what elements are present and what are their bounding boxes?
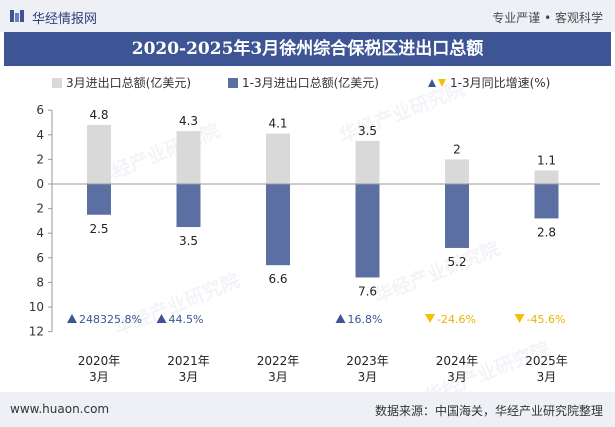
- x-tick-label-month-2: 3月: [179, 370, 199, 384]
- x-tick-label-year-2: 2021年: [167, 354, 210, 368]
- bar-march-total-6: [534, 170, 559, 184]
- legend-label-growth: 1-3月同比增速(%): [450, 76, 550, 90]
- bar-label-cumulative-1: 2.5: [89, 222, 108, 236]
- y-tick-label: 8: [36, 275, 44, 289]
- bar-label-march-total-5: 2: [453, 142, 461, 156]
- bar-cumulative-2: [176, 184, 201, 228]
- growth-label-6: -45.6%: [527, 313, 566, 326]
- x-tick-label-month-5: 3月: [447, 370, 467, 384]
- bar-label-march-total-6: 1.1: [537, 153, 556, 167]
- bar-march-total-1: [87, 124, 111, 184]
- bar-label-cumulative-6: 2.8: [537, 225, 556, 239]
- growth-down-triangle-icon-5: [425, 314, 435, 323]
- legend-label-cumulative: 1-3月进出口总额(亿美元): [242, 75, 379, 90]
- title-bar: 2020-2025年3月徐州综合保税区进出口总额: [4, 32, 611, 66]
- growth-up-triangle-icon-1: [67, 314, 77, 323]
- data-source: 数据来源：中国海关，华经产业研究院整理: [374, 404, 603, 418]
- y-tick-label: 2: [36, 202, 44, 216]
- bar-cumulative-4: [355, 184, 380, 278]
- bar-march-total-2: [176, 131, 201, 184]
- growth-label-1: 248325.8%: [79, 313, 142, 326]
- bar-march-total-5: [445, 159, 469, 184]
- x-tick-label-month-4: 3月: [358, 370, 378, 384]
- huajing-logo-icon: [10, 10, 24, 22]
- x-tick-label-month-1: 3月: [89, 370, 109, 384]
- bar-march-total-3: [266, 133, 290, 184]
- brand-name: 华经情报网: [32, 12, 98, 27]
- x-tick-label-year-5: 2024年: [436, 354, 479, 368]
- growth-down-triangle-icon-6: [514, 314, 525, 323]
- growth-up-triangle-icon-4: [335, 314, 346, 323]
- y-tick-label: 12: [29, 325, 44, 339]
- bar-label-cumulative-5: 5.2: [447, 255, 466, 269]
- y-tick-label: 6: [36, 103, 44, 117]
- bar-cumulative-6: [534, 184, 559, 219]
- x-tick-label-month-3: 3月: [268, 370, 288, 384]
- bar-label-cumulative-2: 3.5: [179, 234, 198, 248]
- x-tick-label-year-4: 2023年: [346, 354, 389, 368]
- legend-up-triangle-icon: [428, 79, 436, 87]
- y-tick-label: 10: [29, 300, 44, 314]
- top-bar: 华经情报网 专业严谨 • 客观科学: [0, 0, 615, 32]
- legend-down-triangle-icon: [438, 79, 446, 87]
- bar-cumulative-3: [266, 184, 290, 266]
- x-tick-label-year-6: 2025年: [525, 354, 568, 368]
- growth-up-triangle-icon-2: [156, 314, 167, 323]
- growth-label-2: 44.5%: [169, 313, 204, 326]
- y-tick-label: 4: [36, 128, 44, 142]
- bar-cumulative-5: [445, 184, 469, 248]
- legend-swatch-march-total: [52, 78, 62, 88]
- y-tick-label: 2: [36, 152, 44, 166]
- growth-label-5: -24.6%: [437, 313, 476, 326]
- bar-label-march-total-4: 3.5: [358, 124, 377, 138]
- website-url: www.huaon.com: [10, 402, 110, 416]
- y-tick-label: 0: [36, 177, 44, 191]
- x-tick-label-year-3: 2022年: [257, 354, 300, 368]
- bar-label-march-total-3: 4.1: [268, 117, 287, 131]
- slogan: 专业严谨 • 客观科学: [492, 11, 603, 25]
- bar-chart: 3月进出口总额(亿美元) 1-3月进出口总额(亿美元) 1-3月同比增速(%) 6 4 2…: [29, 75, 600, 384]
- bar-label-cumulative-4: 7.6: [358, 284, 377, 298]
- y-tick-label: 4: [36, 226, 44, 240]
- x-tick-label-month-6: 3月: [537, 370, 557, 384]
- bar-label-march-total-2: 4.3: [179, 114, 198, 128]
- growth-label-4: 16.8%: [348, 313, 383, 326]
- y-tick-label: 6: [36, 251, 44, 265]
- bar-march-total-4: [355, 140, 380, 184]
- chart-title: 2020-2025年3月徐州综合保税区进出口总额: [131, 39, 484, 59]
- legend-swatch-cumulative: [228, 78, 238, 88]
- footer-bar: www.huaon.com 数据来源：中国海关，华经产业研究院整理: [0, 392, 615, 427]
- bar-label-cumulative-3: 6.6: [268, 272, 287, 286]
- bar-label-march-total-1: 4.8: [89, 108, 108, 122]
- legend-label-march-total: 3月进出口总额(亿美元): [66, 75, 191, 90]
- x-tick-label-year-1: 2020年: [78, 354, 121, 368]
- bar-cumulative-1: [87, 184, 111, 215]
